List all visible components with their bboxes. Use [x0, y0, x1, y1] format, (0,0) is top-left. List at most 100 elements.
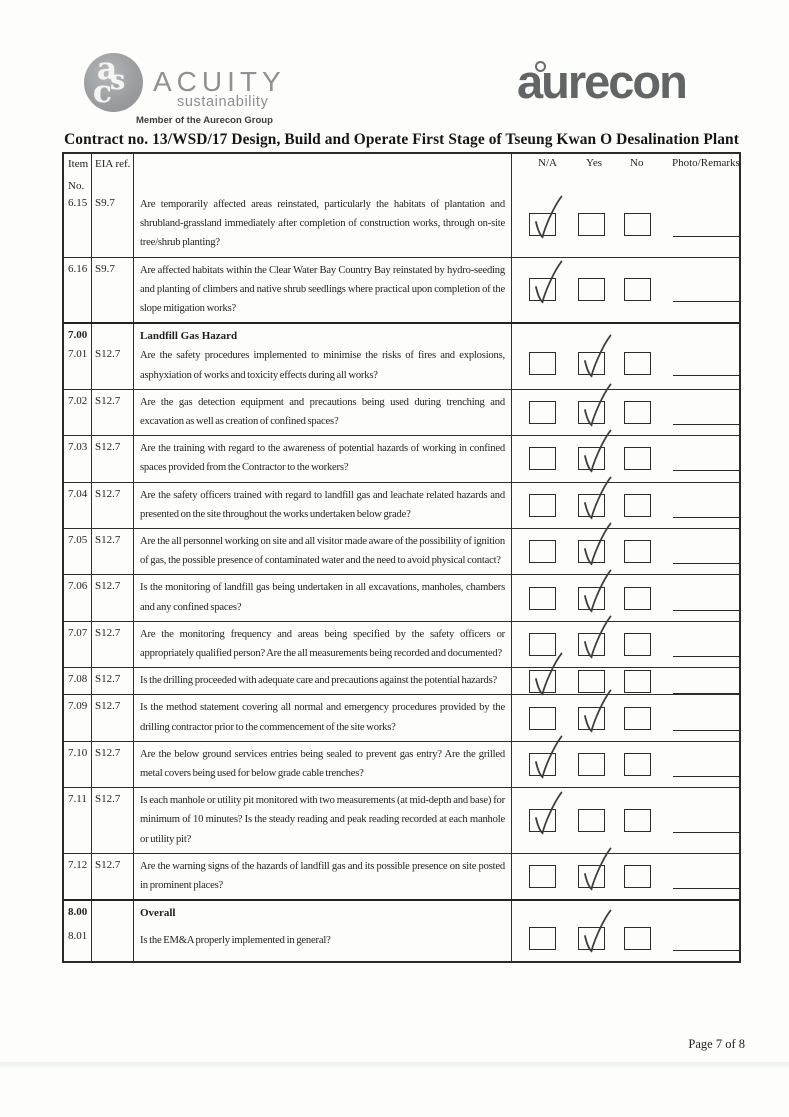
question-text: Are the warning signs of the hazards of …: [140, 860, 505, 892]
na-checkbox: [529, 493, 556, 517]
remarks-line: [673, 729, 740, 731]
na-checkbox: [529, 447, 556, 471]
emblem-letter-a: a: [97, 51, 118, 87]
header-no: No: [630, 157, 644, 169]
table-body: 6.15 S9.7 Are temporarily affected areas…: [64, 192, 740, 962]
question-text: Is the method statement covering all nor…: [140, 702, 505, 733]
eia-ref: S12.7: [95, 441, 121, 454]
item-number: 7.05: [68, 534, 88, 547]
remarks-line: [673, 375, 740, 377]
tick-mark: [535, 735, 563, 779]
question-text: Are the safety procedures implemented to…: [140, 350, 505, 381]
checklist-table: Item No. EIA ref. N/A Yes No Photo/Remar…: [62, 152, 741, 964]
table-header-row: Item No. EIA ref. N/A Yes No Photo/Remar…: [64, 154, 740, 196]
eia-ref: S12.7: [95, 580, 121, 593]
remarks-line: [673, 832, 740, 834]
question-text: Are the safety officers trained with reg…: [140, 489, 505, 520]
no-checkbox: [624, 278, 651, 302]
eia-ref: S12.7: [95, 700, 121, 713]
table-row: 7.10 S12.7 Are the below ground services…: [64, 735, 740, 788]
section-title: Landfill Gas Hazard: [140, 330, 238, 343]
no-checkbox: [624, 669, 651, 693]
tick-mark: [535, 652, 563, 696]
item-number: 8.01: [68, 930, 88, 943]
remarks-line: [673, 888, 740, 890]
na-checkbox: [529, 401, 556, 425]
eia-ref: S12.7: [95, 793, 121, 806]
yes-checkbox: [578, 383, 612, 427]
yes-checkbox: [578, 809, 605, 833]
item-number: 7.10: [68, 746, 88, 759]
table-row: 7.03 S12.7 Are the training with regard …: [64, 430, 740, 482]
yes-checkbox: [578, 212, 605, 236]
tick-mark: [535, 791, 563, 835]
tick-mark: [584, 847, 612, 891]
header-photo-remarks: Photo/Remarks: [672, 157, 740, 169]
table-row: 7.11 S12.7 Is each manhole or utility pi…: [64, 787, 740, 853]
no-checkbox: [624, 212, 651, 236]
remarks-line: [673, 470, 740, 472]
table-row: 6.16 S9.7 Are affected habitats within t…: [64, 256, 740, 323]
question-text: Is the monitoring of landfill gas being …: [140, 582, 505, 613]
no-checkbox: [624, 447, 651, 471]
yes-checkbox: [578, 615, 612, 659]
emblem-letter-c: c: [93, 74, 112, 110]
eia-ref: S12.7: [95, 394, 121, 407]
no-checkbox: [624, 753, 651, 777]
item-number: 6.15: [68, 197, 88, 209]
contract-title: Contract no. 13/WSD/17 Design, Build and…: [64, 131, 739, 148]
eia-ref: S9.7: [95, 197, 115, 209]
page-number: Page 7 of 8: [688, 1037, 745, 1051]
question-text: Are the gas detection equipment and prec…: [140, 396, 505, 428]
header-item-no: Item No.: [64, 154, 92, 196]
question-text: Are the all personnel working on site an…: [140, 536, 505, 567]
na-checkbox: [529, 586, 556, 610]
no-checkbox: [624, 401, 651, 425]
table-row: 6.15 S9.7 Are temporarily affected areas…: [64, 192, 740, 257]
tick-mark: [584, 689, 612, 733]
aurecon-dot-icon: [535, 61, 546, 72]
remarks-line: [673, 692, 740, 694]
item-number: 7.04: [68, 487, 88, 500]
table-row: 8.00 8.01 Overall Is the EM&A properly i…: [64, 899, 740, 962]
tick-mark: [584, 615, 612, 659]
eia-ref: S12.7: [95, 858, 121, 871]
section-number: 7.00: [68, 329, 88, 342]
table-row: 7.12 S12.7 Are the warning signs of the …: [64, 847, 740, 900]
question-text: Are the training with regard to the awar…: [140, 443, 505, 474]
yes-checkbox: [578, 753, 605, 777]
tick-mark: [584, 430, 612, 474]
no-checkbox: [624, 540, 651, 564]
question-text: Are temporarily affected areas reinstate…: [140, 199, 505, 249]
item-number: 7.11: [68, 793, 87, 806]
table-row: 7.04 S12.7 Are the safety officers train…: [64, 476, 740, 529]
tick-mark: [584, 569, 612, 613]
tick-mark: [584, 383, 612, 427]
remarks-line: [673, 656, 740, 658]
acuity-logo-icon: a s c: [84, 53, 143, 112]
header-yes: Yes: [586, 157, 603, 169]
tick-mark: [584, 909, 612, 953]
eia-ref: S12.7: [95, 746, 121, 759]
yes-checkbox: [578, 569, 612, 613]
item-number: 7.07: [68, 626, 88, 639]
remarks-line: [673, 776, 740, 778]
emblem-letter-s: s: [110, 65, 126, 96]
na-checkbox: [529, 633, 556, 657]
remarks-line: [673, 563, 740, 565]
tick-mark: [535, 195, 563, 239]
yes-checkbox: [578, 909, 612, 953]
na-checkbox: [529, 261, 563, 304]
tick-mark: [584, 522, 612, 566]
question-text: Are the monitoring frequency and areas b…: [140, 628, 505, 660]
question-text: Are affected habitats within the Clear W…: [140, 264, 505, 315]
section-title: Overall: [140, 907, 176, 920]
remarks-line: [673, 516, 740, 518]
na-checkbox: [529, 865, 556, 889]
na-checkbox: [529, 791, 563, 835]
eia-ref: S12.7: [95, 348, 121, 361]
eia-ref: S12.7: [95, 534, 121, 547]
no-checkbox: [624, 633, 651, 657]
section-number: 8.00: [68, 906, 88, 919]
header-eia-ref: EIA ref.: [92, 154, 134, 196]
